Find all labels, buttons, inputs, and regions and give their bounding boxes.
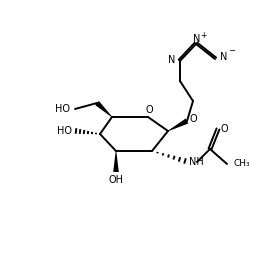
Text: OH: OH bbox=[109, 175, 124, 185]
Text: +: + bbox=[200, 30, 206, 40]
Text: CH₃: CH₃ bbox=[233, 160, 250, 169]
Text: O: O bbox=[145, 105, 153, 115]
Polygon shape bbox=[168, 119, 188, 131]
Text: HO: HO bbox=[55, 104, 70, 114]
Text: HO: HO bbox=[57, 126, 72, 136]
Polygon shape bbox=[113, 151, 119, 172]
Text: N: N bbox=[193, 34, 201, 44]
Text: O: O bbox=[220, 124, 228, 134]
Polygon shape bbox=[95, 101, 112, 117]
Text: O: O bbox=[189, 114, 197, 124]
Text: NH: NH bbox=[189, 157, 204, 167]
Text: −: − bbox=[228, 47, 235, 56]
Text: N: N bbox=[220, 52, 227, 62]
Text: N: N bbox=[168, 55, 175, 65]
